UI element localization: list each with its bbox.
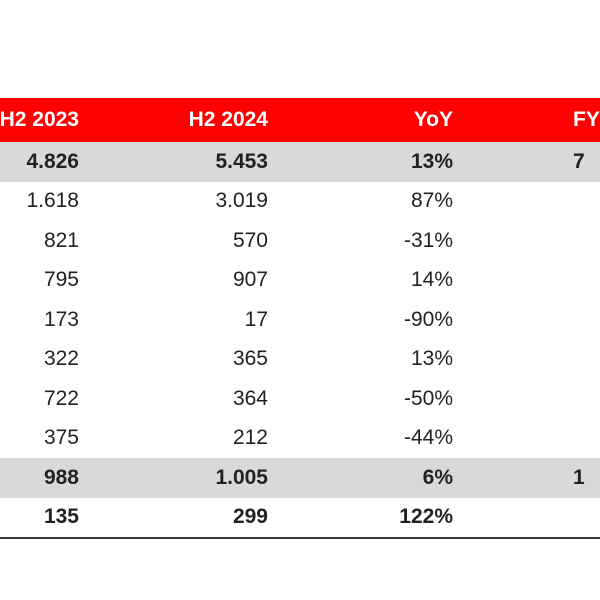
table-header-row: H2 2023 H2 2024 YoY FY [0, 98, 600, 142]
table-row: 1.618 3.019 87% [0, 182, 600, 222]
cell-h2-2023: 722 [43, 386, 79, 410]
cell-h2-2023: 322 [43, 347, 79, 371]
cell-h2-2024: 3.019 [215, 189, 268, 213]
cell-h2-2023: 173 [43, 307, 79, 331]
table-row: 173 17 -90% [0, 300, 600, 340]
cell-yoy: 13% [410, 149, 453, 173]
table-row: 322 365 13% [0, 340, 600, 380]
cell-yoy: -44% [403, 426, 453, 450]
cell-h2-2024: 299 [232, 505, 268, 529]
table-row: 135 299 122% [0, 498, 600, 538]
cell-h2-2023: 4.826 [26, 149, 79, 173]
header-fy: FY [573, 108, 600, 131]
financial-table: H2 2023 H2 2024 YoY FY 4.826 5.453 13% 7… [0, 98, 600, 539]
cell-h2-2024: 364 [232, 386, 268, 410]
table-row: 4.826 5.453 13% 7 [0, 142, 600, 182]
cell-h2-2024: 17 [244, 307, 268, 331]
cell-yoy: -31% [403, 228, 453, 252]
cell-h2-2023: 988 [43, 465, 79, 489]
cell-h2-2023: 821 [43, 228, 79, 252]
cell-yoy: -90% [403, 307, 453, 331]
cell-h2-2023: 795 [43, 268, 79, 292]
cell-h2-2024: 1.005 [215, 465, 268, 489]
cell-h2-2024: 365 [232, 347, 268, 371]
cell-h2-2024: 907 [232, 268, 268, 292]
cell-yoy: 87% [410, 189, 453, 213]
cell-fy: 7 [573, 149, 585, 173]
cell-h2-2024: 570 [232, 228, 268, 252]
cell-yoy: 13% [410, 347, 453, 371]
cell-yoy: -50% [403, 386, 453, 410]
table-row: 722 364 -50% [0, 379, 600, 419]
cell-yoy: 14% [410, 268, 453, 292]
cell-h2-2023: 135 [43, 505, 79, 529]
table-row: 988 1.005 6% 1 [0, 458, 600, 498]
cell-h2-2023: 1.618 [26, 189, 79, 213]
header-h2-2023: H2 2023 [0, 108, 79, 131]
table-row: 375 212 -44% [0, 419, 600, 459]
table-row: 795 907 14% [0, 261, 600, 301]
cell-yoy: 6% [422, 465, 453, 489]
cell-yoy: 122% [399, 505, 453, 529]
cell-fy: 1 [573, 465, 585, 489]
header-h2-2024: H2 2024 [188, 108, 268, 131]
cell-h2-2023: 375 [43, 426, 79, 450]
table-row: 821 570 -31% [0, 221, 600, 261]
header-yoy: YoY [413, 108, 453, 131]
cell-h2-2024: 5.453 [215, 149, 268, 173]
cell-h2-2024: 212 [232, 426, 268, 450]
